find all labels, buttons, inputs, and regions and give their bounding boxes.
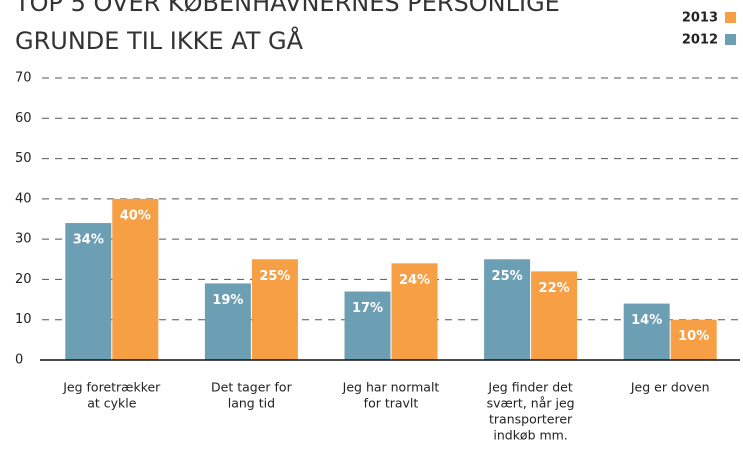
x-tick-label: transporterer — [489, 412, 573, 427]
value-label: 17% — [352, 301, 383, 316]
value-label: 25% — [492, 269, 523, 284]
x-tick-label: svært, når jeg — [487, 396, 575, 411]
bar — [344, 291, 391, 360]
y-tick-label: 40 — [15, 191, 32, 206]
legend-swatch — [725, 12, 736, 23]
value-label: 24% — [399, 273, 430, 288]
bar — [65, 223, 112, 360]
y-tick-label: 20 — [15, 272, 32, 287]
y-tick-label: 50 — [15, 151, 32, 166]
value-label: 22% — [539, 281, 570, 296]
bar — [112, 198, 159, 360]
legend-swatch — [725, 34, 736, 45]
y-tick-label: 0 — [15, 353, 23, 368]
y-tick-label: 70 — [15, 71, 32, 86]
x-tick-label: for travlt — [364, 396, 419, 411]
chart-title: TOP 5 OVER KØBENHAVNERNES PERSONLIGE — [14, 0, 560, 17]
bar — [391, 263, 438, 360]
y-tick-label: 10 — [15, 312, 32, 327]
bar — [204, 283, 251, 360]
bar — [531, 271, 578, 360]
x-tick-label: Det tager for — [211, 380, 293, 395]
bar — [623, 303, 670, 360]
chart-title: GRUNDE TIL IKKE AT GÅ — [15, 26, 304, 55]
x-tick-label: at cykle — [87, 396, 137, 411]
value-label: 34% — [73, 233, 104, 248]
x-tick-label: Jeg er doven — [630, 380, 710, 395]
value-label: 10% — [678, 329, 709, 344]
bar — [484, 259, 531, 360]
value-label: 25% — [259, 269, 290, 284]
x-tick-label: Jeg foretrækker — [62, 380, 161, 395]
y-tick-label: 60 — [15, 111, 32, 126]
bar — [670, 319, 717, 360]
x-tick-label: lang tid — [228, 396, 275, 411]
x-tick-label: indkøb mm. — [493, 428, 567, 443]
y-tick-label: 30 — [15, 232, 32, 247]
value-label: 14% — [631, 313, 662, 328]
x-tick-label: Jeg har normalt — [342, 380, 440, 395]
bar — [251, 259, 298, 360]
x-tick-label: Jeg finder det — [487, 380, 572, 395]
value-label: 40% — [120, 208, 151, 223]
legend-label: 2012 — [682, 33, 718, 48]
value-label: 19% — [212, 293, 243, 308]
legend-label: 2013 — [682, 11, 718, 26]
